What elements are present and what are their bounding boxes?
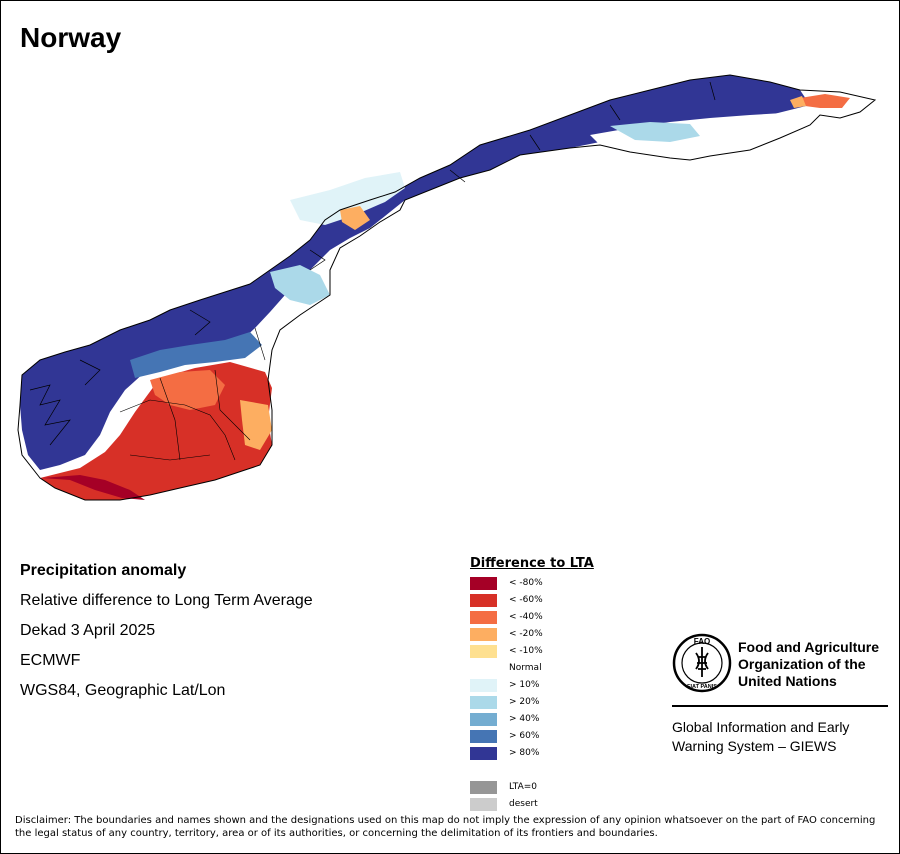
- east-deficit-moderate: [150, 370, 225, 410]
- legend-item: < -80%: [470, 575, 594, 592]
- west-coast-surplus: [20, 75, 810, 470]
- legend-swatch: [470, 764, 497, 777]
- fao-logo: FAO FIAT PANIS: [672, 633, 732, 693]
- info-heading: Precipitation anomaly: [20, 562, 187, 579]
- legend-swatch: [470, 679, 497, 692]
- legend-swatch: [470, 713, 497, 726]
- legend-label: < -60%: [509, 595, 543, 605]
- west-coast-surplus-medium: [130, 332, 262, 378]
- east-deficit-mild: [240, 400, 272, 450]
- legend-swatch: [470, 696, 497, 709]
- legend-label: > 80%: [509, 748, 540, 758]
- legend-swatch: [470, 628, 497, 641]
- norway-anomaly-map: [17, 74, 877, 501]
- north-surplus-light: [610, 122, 700, 142]
- legend-item: Normal: [470, 660, 594, 677]
- legend-label: > 60%: [509, 731, 540, 741]
- legend-item: > 20%: [470, 694, 594, 711]
- legend-item: < -60%: [470, 592, 594, 609]
- legend-item: < -40%: [470, 609, 594, 626]
- info-source: ECMWF: [20, 652, 81, 669]
- northeast-deficit-mild: [790, 96, 806, 108]
- legend-label: Normal: [509, 663, 542, 673]
- south-deficit-severe: [42, 475, 145, 500]
- inland-surplus-light: [290, 172, 405, 225]
- disclaimer: Disclaimer: The boundaries and names sho…: [15, 815, 876, 839]
- legend-swatch: [470, 781, 497, 794]
- legend-items: < -80% < -60% < -40% < -20% < -10% Normal > 10…: [470, 575, 594, 813]
- legend-item: > 10%: [470, 677, 594, 694]
- fao-divider: [672, 705, 888, 707]
- northeast-deficit: [800, 94, 850, 108]
- info-description: Relative difference to Long Term Average: [20, 592, 313, 609]
- giews-name: Global Information and Early Warning Sys…: [672, 719, 850, 754]
- legend-label: < -20%: [509, 629, 543, 639]
- map-fill-layer: [20, 75, 850, 500]
- info-projection: WGS84, Geographic Lat/Lon: [20, 682, 226, 699]
- legend-label: > 20%: [509, 697, 540, 707]
- fao-logo-letters: FAO: [694, 637, 710, 646]
- legend-swatch: [470, 798, 497, 811]
- map-boundaries: [17, 74, 877, 501]
- central-surplus-light: [270, 265, 330, 305]
- fao-name: Food and Agriculture Organization of the…: [738, 639, 880, 689]
- legend-item: > 80%: [470, 745, 594, 762]
- legend-label: < -80%: [509, 578, 543, 588]
- legend-item: desert: [470, 796, 594, 813]
- legend-label: > 10%: [509, 680, 540, 690]
- legend-item: > 40%: [470, 711, 594, 728]
- map-info-block: Precipitation anomaly Relative differenc…: [20, 562, 313, 712]
- legend-title: Difference to LTA: [470, 556, 594, 571]
- legend-swatch: [470, 611, 497, 624]
- legend-item: < -10%: [470, 643, 594, 660]
- country-outline: [17, 74, 877, 501]
- legend-label: desert: [509, 799, 538, 809]
- legend-item: [470, 762, 594, 779]
- coast-detail: [29, 81, 716, 446]
- north-normal-area: [590, 112, 810, 158]
- county-boundary: [119, 327, 266, 461]
- legend-label: > 40%: [509, 714, 540, 724]
- legend-swatch: [470, 645, 497, 658]
- legend-label: < -10%: [509, 646, 543, 656]
- legend-label: < -40%: [509, 612, 543, 622]
- map-title: Norway: [20, 22, 122, 53]
- legend-swatch: [470, 594, 497, 607]
- legend-swatch: [470, 730, 497, 743]
- legend-swatch: [470, 662, 497, 675]
- info-period: Dekad 3 April 2025: [20, 622, 156, 639]
- legend: Difference to LTA < -80% < -60% < -40% < -2…: [470, 556, 594, 813]
- fao-logo-motto: FIAT PANIS: [687, 684, 717, 690]
- legend-item: > 60%: [470, 728, 594, 745]
- legend-swatch: [470, 747, 497, 760]
- legend-label: LTA=0: [509, 782, 537, 792]
- legend-item: LTA=0: [470, 779, 594, 796]
- legend-item: < -20%: [470, 626, 594, 643]
- legend-swatch: [470, 577, 497, 590]
- central-deficit-spot: [340, 206, 370, 230]
